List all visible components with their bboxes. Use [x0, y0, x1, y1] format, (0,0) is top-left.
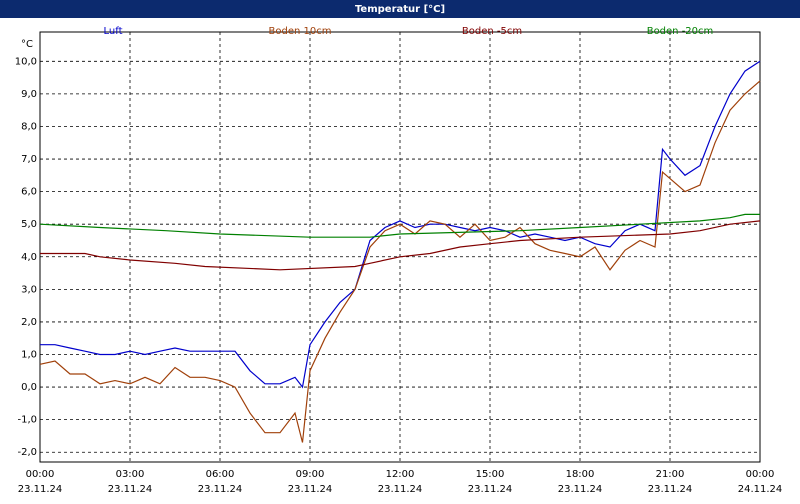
x-tick-label: 00:00: [746, 469, 775, 480]
x-tick-date: 23.11.24: [288, 484, 333, 495]
series-line: [39, 213, 760, 238]
y-tick-label: -1,0: [17, 415, 37, 426]
y-tick-label: -2,0: [17, 447, 37, 458]
x-tick-date: 23.11.24: [468, 484, 513, 495]
legend-label: Boden 10cm: [269, 26, 332, 37]
y-tick-label: 6,0: [21, 187, 37, 198]
series-line: [39, 80, 761, 443]
x-tick-label: 12:00: [386, 469, 415, 480]
y-tick-label: 7,0: [21, 154, 37, 165]
x-tick-date: 23.11.24: [198, 484, 243, 495]
series-line: [40, 220, 761, 271]
x-tick-label: 06:00: [206, 469, 235, 480]
chart-title: Temperatur [°C]: [355, 4, 445, 15]
y-tick-label: 0,0: [21, 382, 37, 393]
y-tick-label: 3,0: [21, 284, 37, 295]
x-tick-date: 24.11.24: [738, 484, 783, 495]
x-tick-label: 21:00: [656, 469, 685, 480]
y-tick-label: 1,0: [21, 350, 37, 361]
y-unit: °C: [21, 39, 33, 50]
x-tick-date: 23.11.24: [558, 484, 603, 495]
y-tick-label: 2,0: [21, 317, 37, 328]
plot-border: [39, 31, 761, 463]
plot-area: [39, 31, 761, 463]
x-tick-date: 23.11.24: [378, 484, 423, 495]
x-tick-label: 03:00: [116, 469, 145, 480]
y-tick-label: 5,0: [21, 219, 37, 230]
x-tick-label: 00:00: [26, 469, 55, 480]
x-tick-date: 23.11.24: [108, 484, 153, 495]
x-tick-label: 15:00: [476, 469, 505, 480]
y-tick-label: 9,0: [21, 89, 37, 100]
y-tick-label: 10,0: [15, 56, 37, 67]
y-tick-label: 4,0: [21, 252, 37, 263]
y-tick-label: 8,0: [21, 121, 37, 132]
title-bar: [0, 0, 800, 18]
x-tick-date: 23.11.24: [648, 484, 693, 495]
series-line: [40, 60, 761, 389]
legend-label: Luft: [104, 26, 123, 37]
x-tick-date: 23.11.24: [18, 484, 63, 495]
legend-label: Boden -20cm: [647, 26, 714, 37]
x-tick-label: 09:00: [296, 469, 325, 480]
x-tick-label: 18:00: [566, 469, 595, 480]
legend-label: Boden -5cm: [462, 26, 522, 37]
